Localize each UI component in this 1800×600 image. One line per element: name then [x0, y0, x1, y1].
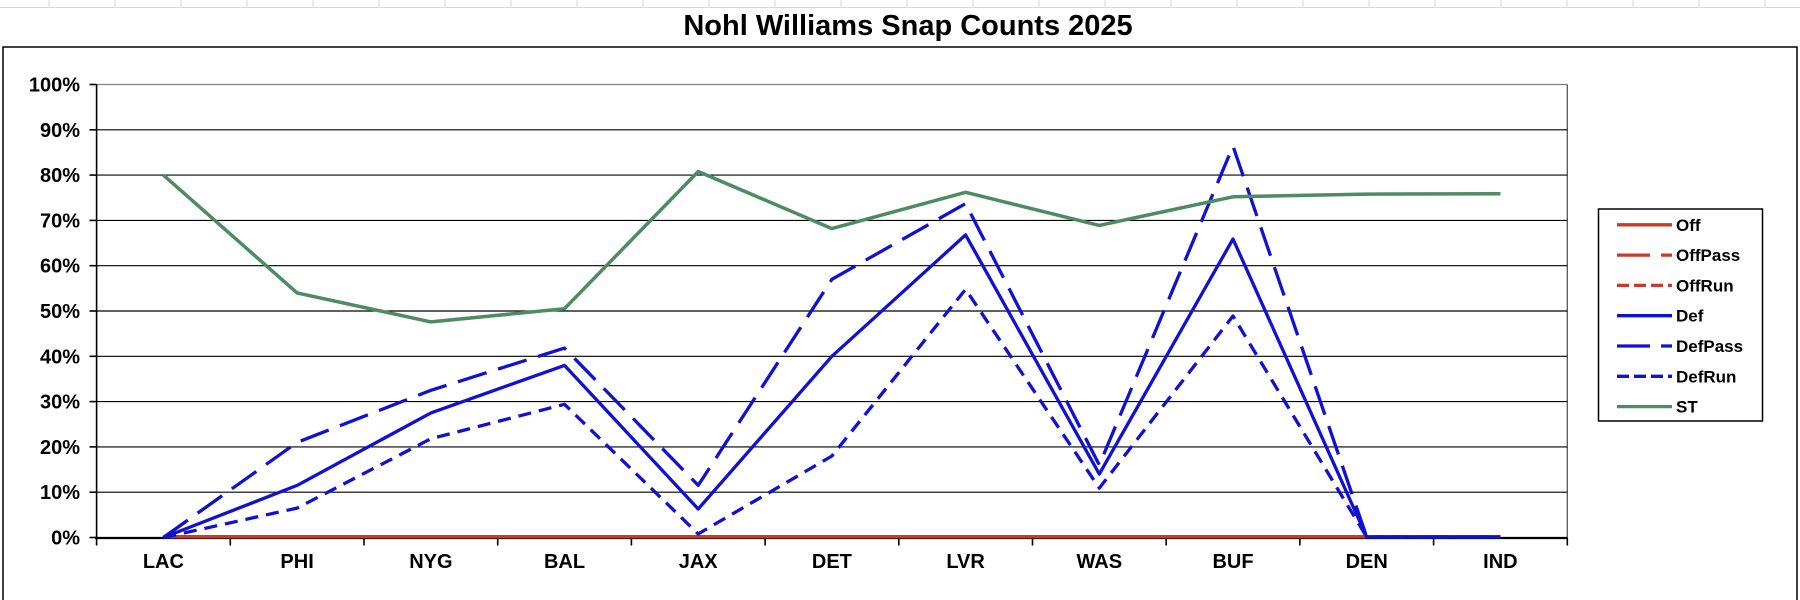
svg-text:60%: 60% [40, 256, 80, 278]
svg-text:BAL: BAL [544, 551, 585, 573]
svg-text:DET: DET [812, 551, 852, 573]
svg-text:OffRun: OffRun [1676, 276, 1734, 295]
svg-text:Def: Def [1676, 307, 1704, 326]
svg-text:20%: 20% [40, 437, 80, 459]
svg-text:DefPass: DefPass [1676, 337, 1743, 356]
svg-text:0%: 0% [51, 528, 80, 550]
svg-text:100%: 100% [29, 75, 80, 97]
svg-text:30%: 30% [40, 392, 80, 414]
svg-text:40%: 40% [40, 346, 80, 368]
svg-text:NYG: NYG [409, 551, 452, 573]
svg-text:IND: IND [1483, 551, 1517, 573]
svg-text:DefRun: DefRun [1676, 367, 1736, 386]
svg-text:Nohl Williams Snap Counts 2025: Nohl Williams Snap Counts 2025 [683, 10, 1132, 42]
svg-text:WAS: WAS [1077, 551, 1123, 573]
svg-text:DEN: DEN [1346, 551, 1388, 573]
svg-text:JAX: JAX [679, 551, 719, 573]
svg-text:70%: 70% [40, 210, 80, 232]
svg-text:ST: ST [1676, 398, 1698, 417]
svg-text:10%: 10% [40, 482, 80, 504]
svg-text:90%: 90% [40, 120, 80, 142]
svg-text:PHI: PHI [280, 551, 313, 573]
svg-text:50%: 50% [40, 301, 80, 323]
svg-text:LAC: LAC [143, 551, 184, 573]
svg-text:Off: Off [1676, 216, 1701, 235]
svg-text:OffPass: OffPass [1676, 246, 1740, 265]
svg-text:LVR: LVR [946, 551, 985, 573]
svg-text:BUF: BUF [1212, 551, 1253, 573]
svg-text:80%: 80% [40, 165, 80, 187]
